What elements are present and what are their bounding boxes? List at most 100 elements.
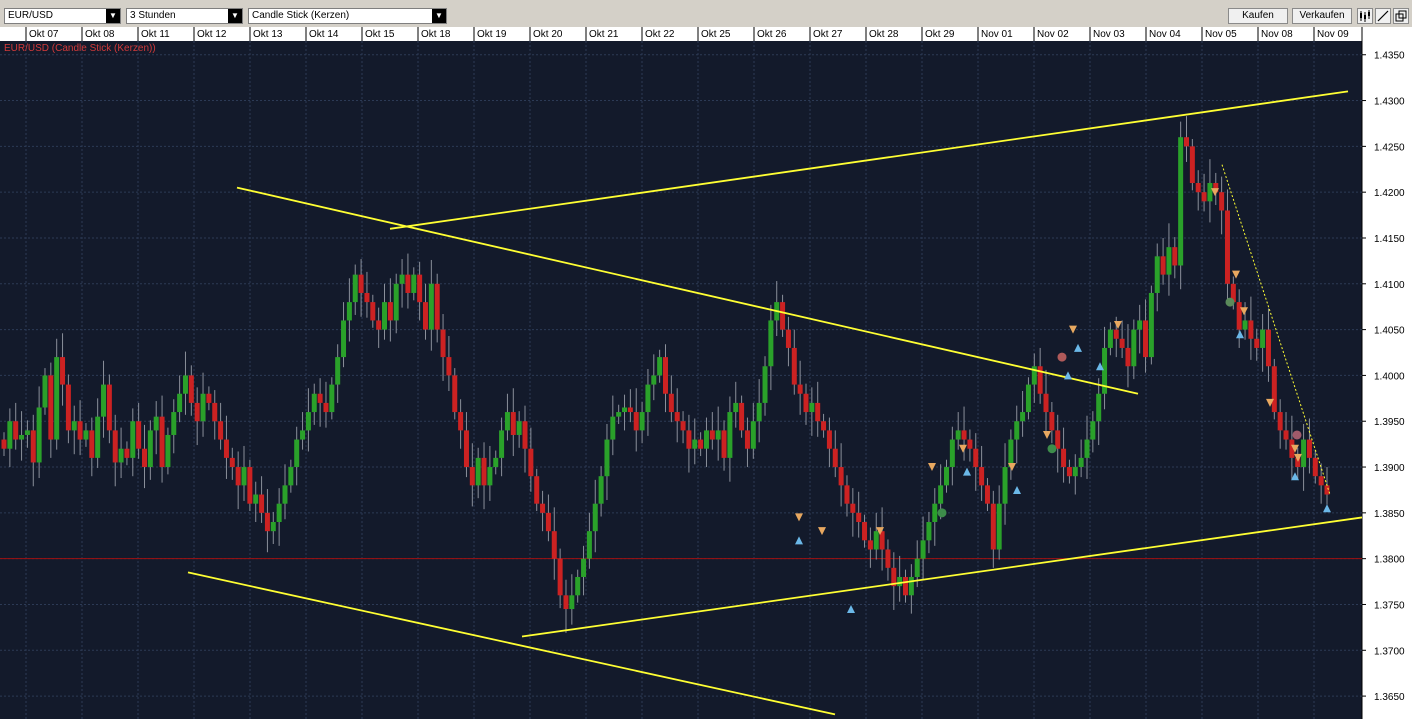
candle-body [341, 320, 347, 358]
candle-body [739, 402, 745, 431]
signal-dot [1292, 430, 1302, 440]
symbol-select[interactable]: EUR/USD ▼ [4, 8, 121, 24]
buy-signal-marker [1096, 362, 1104, 371]
price-tick-label: 1.4350 [1374, 51, 1405, 62]
candle-body [668, 393, 674, 413]
candle-body [382, 302, 388, 330]
candle-body [1096, 393, 1102, 422]
candle-body [938, 485, 944, 504]
candle-body [259, 494, 265, 513]
candle-body [504, 412, 510, 431]
candle-body [903, 576, 909, 596]
period-select[interactable]: 3 Stunden ▼ [126, 8, 243, 24]
date-tick-label: Nov 04 [1149, 29, 1181, 40]
candle-body [616, 412, 622, 417]
candle-body [949, 439, 955, 468]
candle-body [750, 421, 756, 449]
period-select-value: 3 Stunden [130, 10, 176, 21]
candle-body [1090, 421, 1096, 440]
date-tick-label: Okt 26 [757, 29, 787, 40]
candle-body [604, 439, 610, 477]
candle-body [1113, 329, 1119, 339]
candle-body [153, 416, 159, 431]
candle-body [30, 430, 36, 463]
candle-body [663, 357, 668, 394]
candle-body [610, 416, 616, 440]
draw-line-icon[interactable] [1375, 8, 1391, 24]
candle-body [200, 393, 206, 422]
trendline [187, 571, 836, 716]
candle-body [1049, 412, 1055, 431]
date-tick-label: Okt 25 [701, 29, 731, 40]
candle-body [141, 448, 147, 468]
candle-body [756, 402, 762, 422]
candle-body [311, 393, 317, 413]
candle-body [106, 384, 112, 431]
candle-body [797, 384, 803, 394]
date-tick-label: Okt 19 [477, 29, 507, 40]
candle-body [979, 467, 985, 486]
candle-body [826, 430, 832, 449]
candle-body [516, 421, 522, 435]
chevron-down-icon[interactable]: ▼ [228, 9, 242, 23]
candle-body [1207, 183, 1213, 202]
candle-body [335, 357, 341, 385]
candle-body [856, 512, 862, 523]
candle-body [633, 412, 639, 431]
candle-body [1055, 430, 1061, 449]
candle-body [744, 430, 750, 449]
candle-body [879, 531, 885, 550]
candle-body [867, 540, 873, 550]
date-tick-label: Okt 20 [533, 29, 563, 40]
candle-body [733, 402, 739, 413]
candle-body [645, 384, 651, 413]
candle-body [686, 430, 692, 449]
candle-body [908, 576, 914, 596]
expand-window-icon[interactable] [1393, 8, 1409, 24]
chevron-down-icon[interactable]: ▼ [432, 9, 446, 23]
signal-dot [937, 508, 947, 518]
date-tick-label: Nov 05 [1205, 29, 1237, 40]
candle-body [1119, 338, 1125, 348]
candle-body [709, 430, 715, 440]
buy-signal-marker [1323, 504, 1331, 513]
buy-signal-marker [1013, 485, 1021, 494]
candle-body [1184, 137, 1190, 147]
candle-body [540, 503, 546, 513]
candle-body [1107, 329, 1113, 348]
candle-body [36, 407, 42, 463]
candle-body [914, 558, 920, 577]
candle-body [434, 283, 440, 330]
price-tick-label: 1.3850 [1374, 509, 1405, 520]
candle-body [411, 274, 417, 293]
price-tick-label: 1.3950 [1374, 417, 1405, 428]
candle-body [891, 567, 897, 587]
candle-body [592, 503, 598, 532]
date-tick-label: Okt 15 [365, 29, 395, 40]
candle-body [1283, 430, 1289, 440]
candle-body [1254, 338, 1260, 348]
candle-body [563, 595, 569, 610]
candle-body [270, 522, 276, 532]
date-tick-label: Nov 09 [1317, 29, 1349, 40]
candle-body [177, 393, 183, 413]
candle-body [762, 366, 768, 403]
candles-icon[interactable] [1357, 8, 1373, 24]
chevron-down-icon[interactable]: ▼ [106, 9, 120, 23]
candle-body [557, 558, 563, 596]
price-chart[interactable]: Okt 07 Okt 08 Okt 11 Okt 12 Okt 13 Okt 14 Okt … [0, 27, 1412, 719]
candle-body [428, 283, 434, 330]
candle-body [698, 439, 704, 449]
candle-body [1137, 320, 1143, 330]
candle-body [897, 576, 903, 587]
candle-body [1066, 467, 1072, 477]
sell-button[interactable]: Verkaufen [1292, 8, 1352, 24]
symbol-select-value: EUR/USD [8, 10, 54, 21]
chart-type-select[interactable]: Candle Stick (Kerzen) ▼ [248, 8, 447, 24]
buy-button[interactable]: Kaufen [1228, 8, 1288, 24]
candle-body [1008, 439, 1014, 468]
candle-body [1, 439, 7, 449]
candle-body [417, 274, 423, 303]
candle-body [1213, 183, 1219, 193]
date-tick-label: Nov 02 [1037, 29, 1069, 40]
